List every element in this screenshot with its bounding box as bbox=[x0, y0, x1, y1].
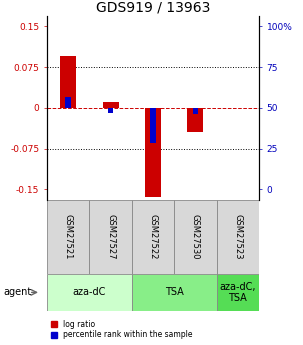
Text: GSM27521: GSM27521 bbox=[64, 215, 73, 260]
Legend: log ratio, percentile rank within the sample: log ratio, percentile rank within the sa… bbox=[51, 320, 192, 339]
Bar bbox=[108, 108, 113, 113]
Bar bbox=[47, 274, 132, 310]
Bar bbox=[132, 274, 217, 310]
Text: GSM27523: GSM27523 bbox=[233, 215, 242, 260]
Bar bbox=[60, 56, 76, 108]
Text: agent: agent bbox=[3, 287, 31, 297]
Text: aza-dC: aza-dC bbox=[73, 287, 106, 297]
Text: TSA: TSA bbox=[165, 287, 184, 297]
Title: GDS919 / 13963: GDS919 / 13963 bbox=[96, 0, 210, 14]
Bar bbox=[217, 200, 259, 274]
Text: GSM27530: GSM27530 bbox=[191, 215, 200, 260]
Bar bbox=[187, 108, 204, 132]
Text: GSM27527: GSM27527 bbox=[106, 215, 115, 260]
Bar bbox=[145, 108, 161, 197]
Text: GSM27522: GSM27522 bbox=[148, 215, 158, 260]
Bar bbox=[89, 200, 132, 274]
Bar bbox=[102, 102, 119, 108]
Text: aza-dC,
TSA: aza-dC, TSA bbox=[220, 282, 256, 303]
Bar bbox=[193, 108, 198, 114]
Bar bbox=[47, 200, 89, 274]
Bar bbox=[132, 200, 174, 274]
Bar bbox=[174, 200, 217, 274]
Bar bbox=[65, 97, 71, 108]
Bar bbox=[150, 108, 156, 143]
Bar bbox=[217, 274, 259, 310]
